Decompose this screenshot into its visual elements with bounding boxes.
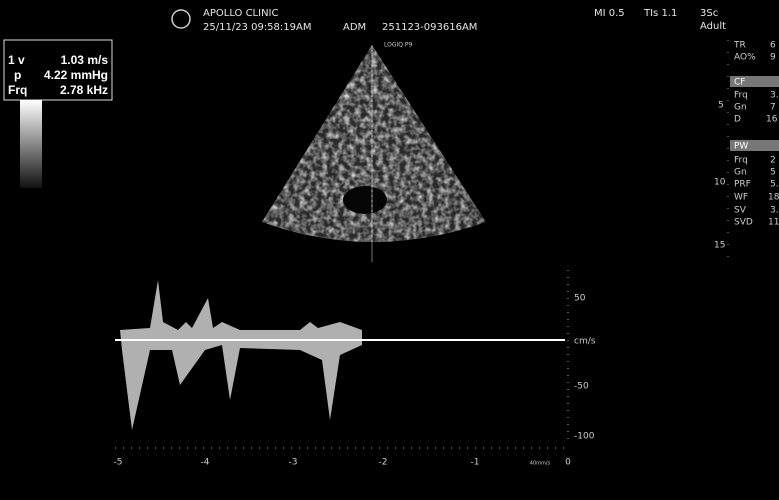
param: PRF (734, 180, 751, 190)
param-value: 5 (770, 168, 776, 178)
velocity-tick: -50 (574, 382, 589, 392)
measure-label: 1 v (8, 53, 25, 67)
depth-label: 5 (718, 101, 724, 111)
velocity-tick: 50 (574, 294, 586, 304)
param-value: 16 (766, 115, 778, 125)
velocity-unit: cm/s (574, 337, 596, 347)
time-tick: -4 (201, 458, 210, 468)
measure-value: 1.03 m/s (61, 53, 109, 67)
param-value: 6 (770, 41, 776, 51)
preset: Adult (700, 21, 726, 32)
time-tick: -5 (114, 458, 123, 468)
tis: TIs 1.1 (643, 8, 677, 19)
param-value: 3. (770, 91, 779, 101)
time-tick: -1 (471, 458, 480, 468)
param-value: 7 (770, 103, 776, 113)
probe-type: 3Sc (700, 8, 718, 19)
param: Gn (734, 103, 747, 113)
param: WF (734, 193, 748, 203)
param: TR (733, 41, 746, 51)
param: SVD (734, 218, 753, 228)
param-value: 5. (770, 180, 779, 190)
velocity-tick: -100 (574, 432, 595, 442)
clinic: APOLLO CLINIC (203, 8, 279, 19)
time-tick: 0 (565, 458, 571, 468)
param: SV (734, 206, 747, 216)
measure-value: 4.22 mmHg (44, 68, 108, 82)
mi: MI 0.5 (594, 8, 625, 19)
param: AO% (734, 53, 756, 63)
cf-title: CF (734, 78, 745, 88)
time-tick: -2 (379, 458, 388, 468)
param-value: 3. (770, 206, 779, 216)
measure-label: Frq (8, 83, 27, 97)
param: Gn (734, 168, 747, 178)
measure-label: p (14, 68, 21, 82)
measure-value: 2.78 kHz (60, 83, 108, 97)
time-tick: -3 (289, 458, 298, 468)
operator: ADM (343, 22, 366, 33)
ultrasound-screen: APOLLO CLINIC 25/11/23 09:58:19AM ADM 25… (0, 0, 779, 500)
exam-id: 251123-093616AM (382, 22, 477, 33)
datetime: 25/11/23 09:58:19AM (203, 22, 311, 33)
depth-label: 10 (714, 178, 726, 188)
probe: LOGIQ P9 (384, 42, 413, 49)
pw-title: PW (734, 142, 748, 152)
param: D (734, 115, 741, 125)
param-value: 2 (770, 156, 776, 166)
gray-bar (20, 100, 42, 188)
param-value: 11 (768, 218, 779, 228)
param: Frq (734, 91, 748, 101)
sweep-speed: 40mm/s (530, 461, 551, 467)
param-value: 9 (770, 53, 776, 63)
param: Frq (734, 156, 748, 166)
param-value: 18 (768, 193, 779, 203)
depth-label: 15 (714, 241, 725, 251)
